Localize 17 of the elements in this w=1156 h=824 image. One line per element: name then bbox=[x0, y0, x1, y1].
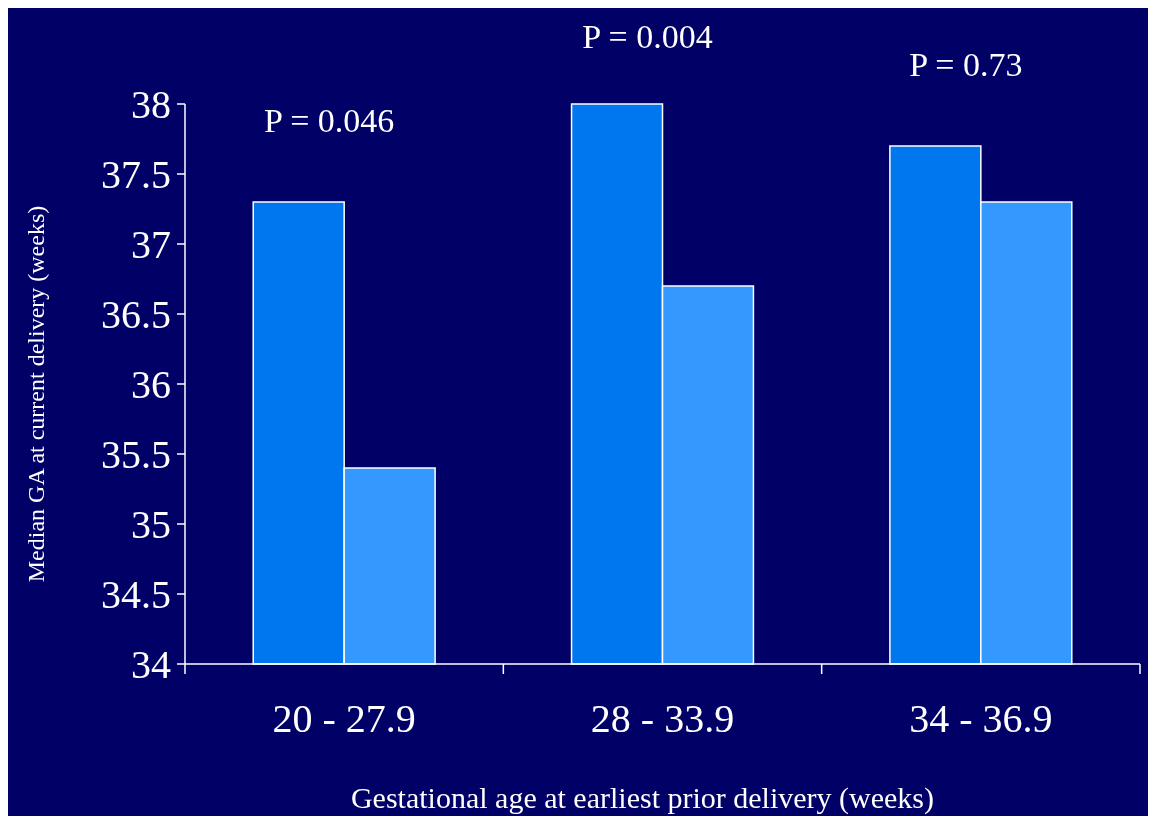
y-tick-label: 36 bbox=[131, 362, 171, 407]
x-tick-label: 28 - 33.9 bbox=[590, 696, 735, 741]
y-tick-label: 34 bbox=[131, 642, 171, 687]
y-tick-label: 37 bbox=[131, 222, 171, 267]
annotation: P = 0.046 bbox=[264, 102, 395, 139]
y-tick-label: 37.5 bbox=[101, 152, 171, 197]
y-tick-label: 34.5 bbox=[101, 572, 171, 617]
x-tick-label: 34 - 36.9 bbox=[909, 696, 1053, 741]
y-tick-label: 35.5 bbox=[101, 432, 171, 477]
x-tick-label: 20 - 27.9 bbox=[272, 696, 416, 741]
x-axis-title: Gestational age at earliest prior delivery (weeks) bbox=[350, 781, 935, 815]
text: P = 0.73 bbox=[909, 46, 1023, 83]
text: P = 0.004 bbox=[582, 18, 713, 55]
y-tick-label: 36.5 bbox=[101, 292, 171, 337]
y-axis-title: Median GA at current delivery (weeks) bbox=[23, 205, 49, 583]
y-tick-label: 35 bbox=[131, 502, 171, 547]
y-tick-label: 38 bbox=[131, 82, 171, 127]
